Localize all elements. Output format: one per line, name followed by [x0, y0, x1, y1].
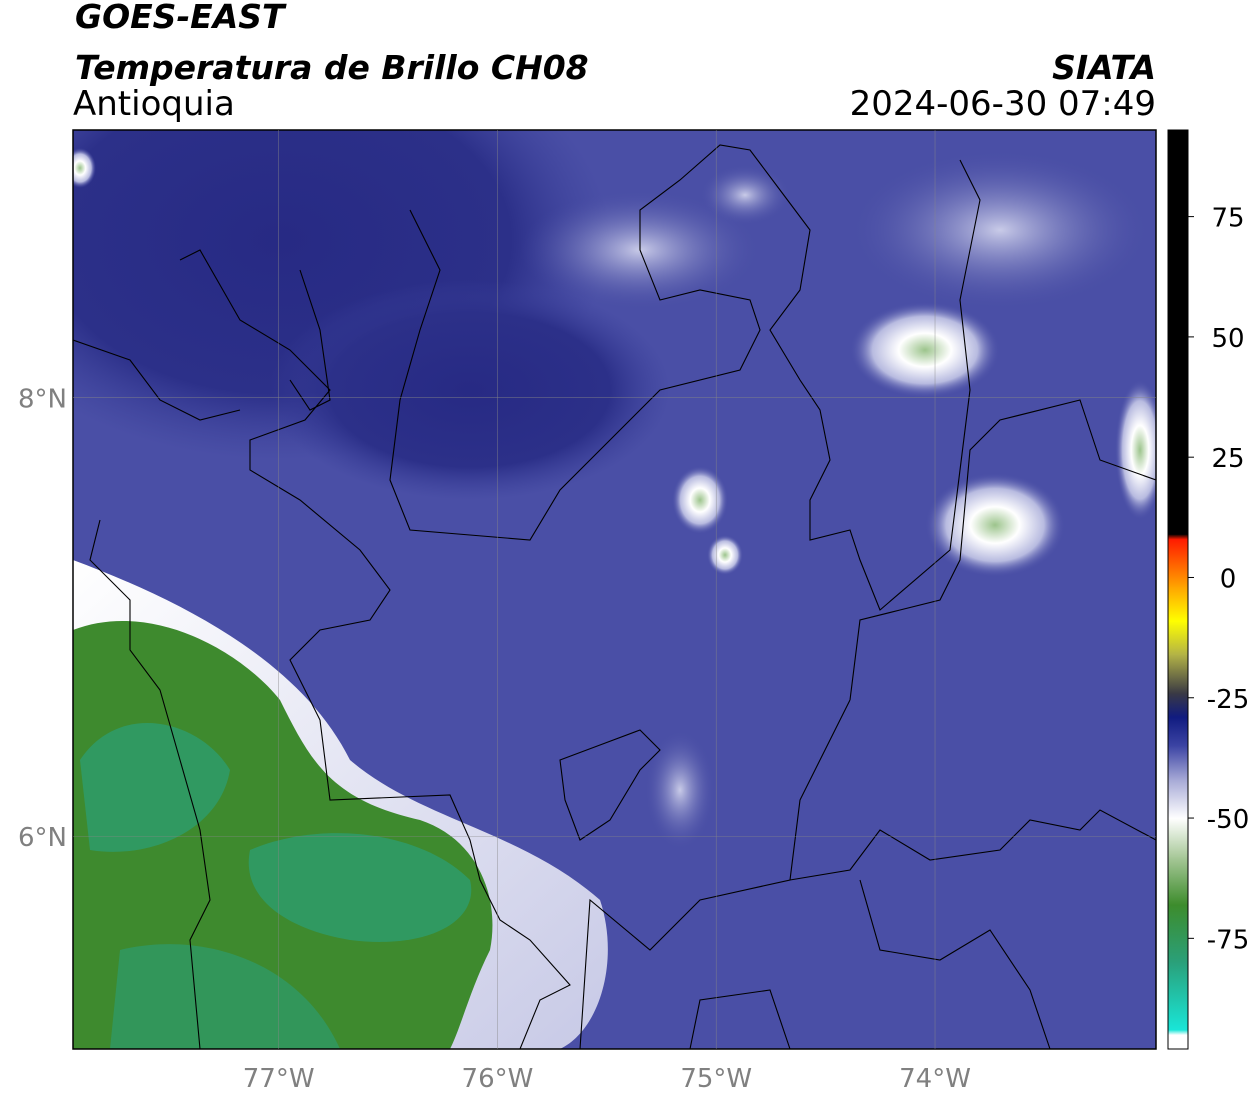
haze: [850, 150, 1150, 310]
colorbar-tick-label: 25: [1211, 444, 1244, 474]
colorbar-segment: [1168, 130, 1188, 535]
colorbar-segment: [1168, 620, 1188, 655]
colorbar-segment: [1168, 538, 1188, 588]
cloud: [700, 165, 790, 225]
colorbar-segment: [1168, 534, 1188, 540]
colorbar-tick-label: 75: [1211, 204, 1244, 234]
titles: GOES-EAST Temperatura de Brillo CH08 Ant…: [73, 0, 1156, 124]
cloud: [645, 730, 715, 850]
map-image: [73, 130, 1156, 1049]
region: Antioquia: [73, 84, 235, 124]
colorbar-frame: [1167, 129, 1189, 1050]
title: GOES-EAST: [75, 0, 287, 36]
timestamp: 2024-06-30 07:49: [850, 84, 1156, 124]
warm-core: [110, 944, 340, 1049]
colorbar-tick-label: -25: [1207, 685, 1249, 715]
colorbar-segment: [1168, 1029, 1188, 1036]
x-tick-label: 75°W: [680, 1064, 752, 1094]
warm-core: [248, 833, 472, 942]
colorbar-segment: [1168, 745, 1188, 781]
warm-region: [73, 620, 493, 1049]
source: SIATA: [1052, 48, 1156, 87]
colorbar-tick-label: -50: [1207, 805, 1249, 835]
y-tick-label: 8°N: [18, 385, 67, 415]
y-tick-label: 6°N: [18, 823, 67, 853]
colorbar-segment: [1168, 856, 1188, 906]
colorbar-segment: [1168, 717, 1188, 747]
cloud: [925, 473, 1065, 577]
colorbar: 75 50 25 0 -25 -50 -75: [1167, 129, 1249, 1050]
colorbar-segment: [1168, 779, 1188, 819]
cloud: [73, 148, 96, 188]
warm-core: [80, 722, 230, 852]
cloud: [850, 302, 1000, 398]
colorbar-segment: [1168, 962, 1188, 1031]
colorbar-segment: [1168, 587, 1188, 622]
x-tick-label: 74°W: [899, 1064, 971, 1094]
graticule: 77°W 76°W 75°W 74°W 8°N 6°N: [18, 130, 1156, 1094]
subtitle: Temperatura de Brillo CH08: [75, 48, 589, 87]
map-frame: [72, 129, 1157, 1050]
cold-region: [270, 280, 670, 500]
colorbar-tick-label: 50: [1211, 324, 1244, 354]
colorbar-tick-label: -75: [1207, 925, 1249, 955]
colorbar-segment: [1168, 692, 1188, 718]
cloud: [672, 466, 728, 534]
colorbar-tick-label: 0: [1220, 564, 1237, 594]
x-tick-label: 77°W: [243, 1064, 315, 1094]
x-tick-label: 76°W: [462, 1064, 534, 1094]
colorbar-segment: [1168, 904, 1188, 963]
borders: [73, 144, 1156, 1049]
cloud: [1115, 380, 1156, 520]
cloud: [707, 535, 743, 575]
colorbar-segment: [1168, 1034, 1188, 1050]
colorbar-segment: [1168, 654, 1188, 694]
colorbar-segment: [1168, 818, 1188, 858]
